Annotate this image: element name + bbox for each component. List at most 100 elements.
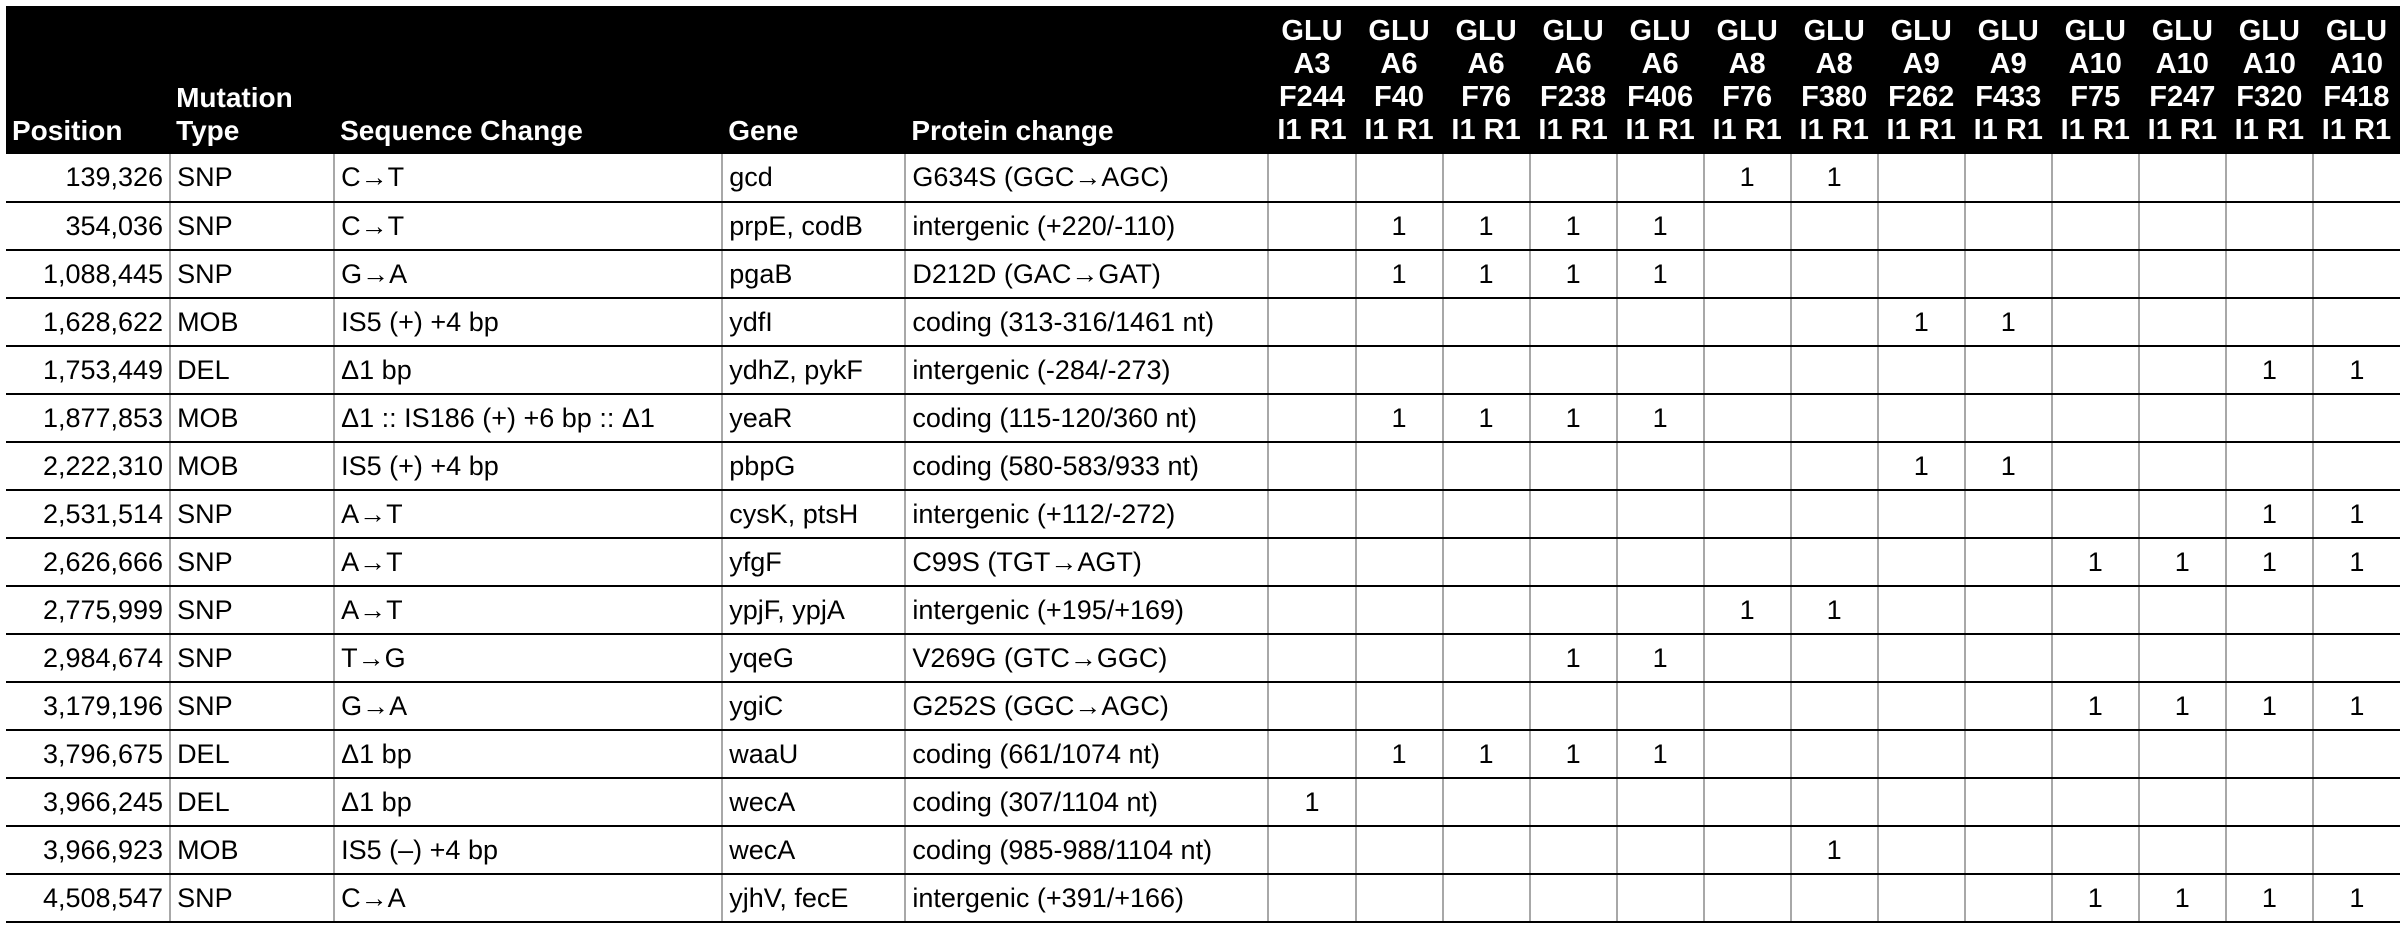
cell-sample-presence: 1 <box>1354 250 1443 299</box>
header-sample-line: GLU <box>2325 15 2388 47</box>
cell-sample-presence <box>2050 250 2139 299</box>
cell-position: 4,508,547 <box>6 874 171 923</box>
header-sample-line: I1 R1 <box>1277 114 1347 146</box>
cell-protein-change: intergenic (+391/+166) <box>904 874 1269 923</box>
cell-sample-presence <box>2050 298 2139 347</box>
cell-sample-presence <box>1354 538 1443 587</box>
cell-sample-presence <box>1963 202 2052 251</box>
cell-sample-presence: 1 <box>1702 586 1791 635</box>
cell-sample-presence: 1 <box>1441 250 1530 299</box>
cell-sample-presence <box>1789 202 1878 251</box>
cell-position: 2,222,310 <box>6 442 171 491</box>
cell-sample-presence <box>2137 298 2226 347</box>
cell-position: 3,179,196 <box>6 682 171 731</box>
cell-sample-presence <box>1528 778 1617 827</box>
cell-mutation-type: SNP <box>169 682 335 731</box>
cell-gene: pbpG <box>721 442 906 491</box>
cell-sample-presence: 1 <box>2224 682 2313 731</box>
header-sample-line: F76 <box>1722 81 1773 113</box>
cell-sample-presence <box>1267 394 1356 443</box>
header-sample-line: A8 <box>1728 48 1766 80</box>
cell-sample-presence <box>1615 538 1704 587</box>
header-mutation-type-line1: Mutation <box>176 82 293 113</box>
header-sample-line: F244 <box>1278 81 1346 113</box>
cell-sample-presence <box>2224 730 2313 779</box>
cell-sample-presence <box>1963 778 2052 827</box>
cell-gene: prpE, codB <box>721 202 906 251</box>
cell-sample-presence <box>1615 586 1704 635</box>
header-sample-line: I1 R1 <box>1799 114 1869 146</box>
header-sample-line: GLU <box>1716 15 1778 47</box>
cell-protein-change: C99S (TGT→AGT) <box>904 538 1269 587</box>
cell-sample-presence <box>1702 298 1791 347</box>
cell-sample-presence <box>1963 490 2052 539</box>
table-row: 1,088,445 SNP G→A pgaB D212D (GAC→GAT) 1 1 1 1 <box>6 250 2400 299</box>
cell-mutation-type: DEL <box>169 346 335 395</box>
header-sample-line: A10 <box>2329 48 2384 80</box>
cell-sample-presence <box>2224 442 2313 491</box>
cell-sample-presence: 1 <box>1789 154 1878 203</box>
header-sample-line: F380 <box>1801 81 1868 113</box>
cell-sample-presence <box>1789 874 1878 923</box>
cell-sample-presence: 1 <box>1528 202 1617 251</box>
cell-sample-presence <box>2311 634 2400 683</box>
header-sample-line: GLU <box>1368 15 1430 47</box>
table-row: 139,326 SNP C→T gcd G634S (GGC→AGC) 1 1 <box>6 154 2400 203</box>
cell-sample-presence <box>2224 250 2313 299</box>
cell-sequence-change: IS5 (–) +4 bp <box>333 826 723 875</box>
cell-sample-presence <box>2137 394 2226 443</box>
cell-sample-presence <box>1615 442 1704 491</box>
cell-sample-presence: 1 <box>1615 394 1704 443</box>
header-row: Position Mutation Type Sequence Change G… <box>6 6 2400 154</box>
cell-gene: pgaB <box>721 250 906 299</box>
cell-sample-presence <box>1702 490 1791 539</box>
cell-sample-presence <box>1876 154 1965 203</box>
cell-sample-presence: 1 <box>2224 346 2313 395</box>
cell-gene: ypjF, ypjA <box>721 586 906 635</box>
cell-sample-presence: 1 <box>2311 874 2400 923</box>
cell-sample-presence <box>1528 538 1617 587</box>
cell-sample-presence <box>2311 586 2400 635</box>
cell-sample-presence <box>2224 634 2313 683</box>
cell-sample-presence <box>1441 634 1530 683</box>
cell-sample-presence <box>2050 346 2139 395</box>
cell-sample-presence <box>1876 874 1965 923</box>
cell-sample-presence <box>1528 682 1617 731</box>
cell-sample-presence <box>1963 586 2052 635</box>
cell-sample-presence <box>1441 538 1530 587</box>
cell-mutation-type: SNP <box>169 538 335 587</box>
cell-sample-presence <box>1789 394 1878 443</box>
cell-protein-change: intergenic (+195/+169) <box>904 586 1269 635</box>
cell-sample-presence <box>1267 346 1356 395</box>
cell-sequence-change: G→A <box>333 682 723 731</box>
cell-sample-presence <box>1702 250 1791 299</box>
cell-gene: yfgF <box>721 538 906 587</box>
cell-sample-presence <box>2137 490 2226 539</box>
cell-sample-presence <box>1702 730 1791 779</box>
header-sample-line: A9 <box>1989 48 2027 80</box>
header-sample-line: F320 <box>2236 81 2303 113</box>
cell-sample-presence <box>1441 682 1530 731</box>
header-sample-line: GLU <box>2238 15 2300 47</box>
header-sample-line: I1 R1 <box>1886 114 1956 146</box>
header-sample-line: I1 R1 <box>1538 114 1608 146</box>
header-sample: GLU A10 F75 I1 R1 <box>2051 6 2139 154</box>
cell-sample-presence: 1 <box>1789 586 1878 635</box>
cell-gene: ygiC <box>721 682 906 731</box>
cell-sample-presence <box>1789 778 1878 827</box>
cell-sample-presence <box>1963 538 2052 587</box>
cell-sample-presence <box>1528 298 1617 347</box>
cell-sample-presence <box>1963 394 2052 443</box>
cell-sample-presence <box>2137 586 2226 635</box>
cell-sequence-change: Δ1 bp <box>333 778 723 827</box>
cell-sample-presence <box>1789 634 1878 683</box>
cell-sample-presence: 1 <box>2311 346 2400 395</box>
header-sample-line: A6 <box>1380 48 1418 80</box>
cell-sample-presence <box>1441 346 1530 395</box>
cell-sample-presence <box>1267 826 1356 875</box>
cell-sample-presence <box>1267 442 1356 491</box>
table-row: 2,984,674 SNP T→G yqeG V269G (GTC→GGC) 1 1 <box>6 634 2400 683</box>
table-row: 354,036 SNP C→T prpE, codB intergenic (+220/… <box>6 202 2400 251</box>
cell-sample-presence <box>2050 202 2139 251</box>
cell-mutation-type: SNP <box>169 154 335 203</box>
